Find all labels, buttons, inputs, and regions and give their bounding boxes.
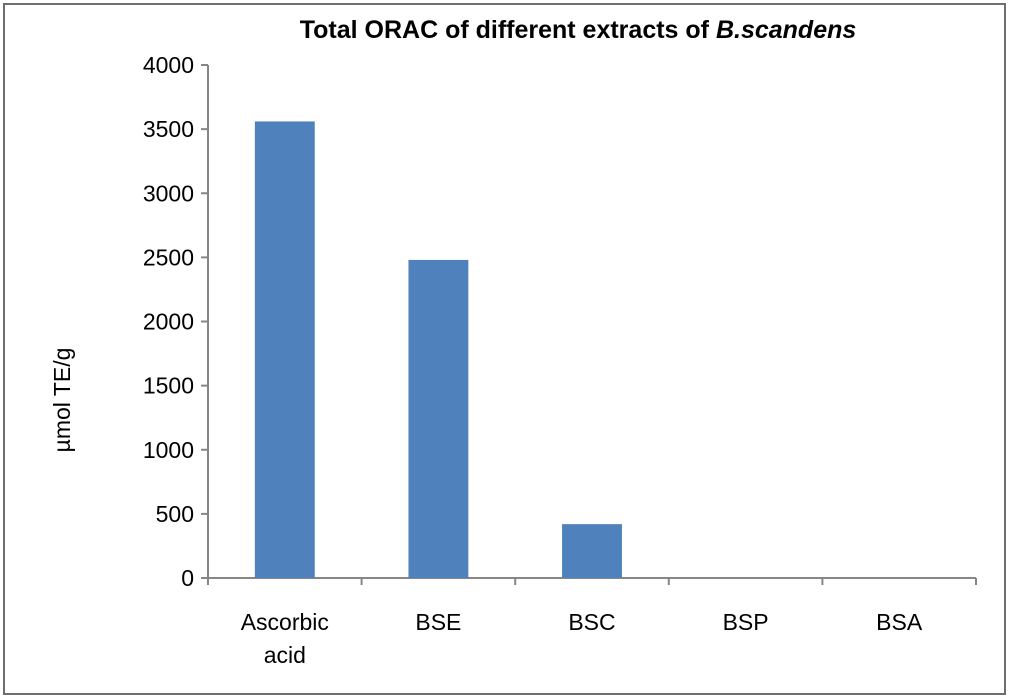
chart-frame — [3, 3, 1006, 695]
x-tick-label-line: BSA — [876, 609, 923, 635]
x-tick-label: BSP — [723, 609, 769, 635]
x-tick-label: BSE — [415, 609, 461, 635]
x-tick-label-line: Ascorbic — [241, 609, 329, 635]
x-tick-label: Ascorbic acid — [241, 609, 329, 668]
bar-bse — [408, 259, 469, 578]
y-tick-label: 4000 — [143, 52, 194, 78]
y-tick-label: 1000 — [143, 437, 194, 463]
bar-bsc — [562, 524, 622, 578]
x-tick-label-line: BSC — [568, 609, 615, 635]
y-tick-label: 3000 — [143, 180, 194, 206]
x-tick-label-line: acid — [264, 642, 306, 668]
bars — [254, 121, 622, 579]
y-tick-label: 2500 — [143, 244, 194, 270]
x-tick-label: BSC — [568, 609, 615, 635]
y-tick-label: 500 — [156, 501, 194, 527]
chart-title-main: Total ORAC of different extracts of — [300, 16, 716, 44]
x-tick-label-line: BSE — [415, 609, 461, 635]
y-tick-label: 2000 — [143, 309, 194, 335]
y-axis: 0 500 1000 1500 2000 2500 3000 3500 4000 — [143, 52, 209, 591]
chart-title: Total ORAC of different extracts of B.sc… — [300, 16, 857, 44]
y-tick-label: 0 — [181, 565, 194, 591]
chart-title-italic: B.scandens — [716, 16, 856, 44]
y-tick-label: 3500 — [143, 116, 194, 142]
y-tick-label: 1500 — [143, 373, 194, 399]
x-tick-label: BSA — [876, 609, 923, 635]
x-tick-label-line: BSP — [723, 609, 769, 635]
y-axis-label: µmol TE/g — [49, 348, 75, 453]
bar-ascorbic-acid — [254, 121, 315, 579]
x-axis: Ascorbic acid BSE BSC BSP BSA — [207, 577, 977, 668]
